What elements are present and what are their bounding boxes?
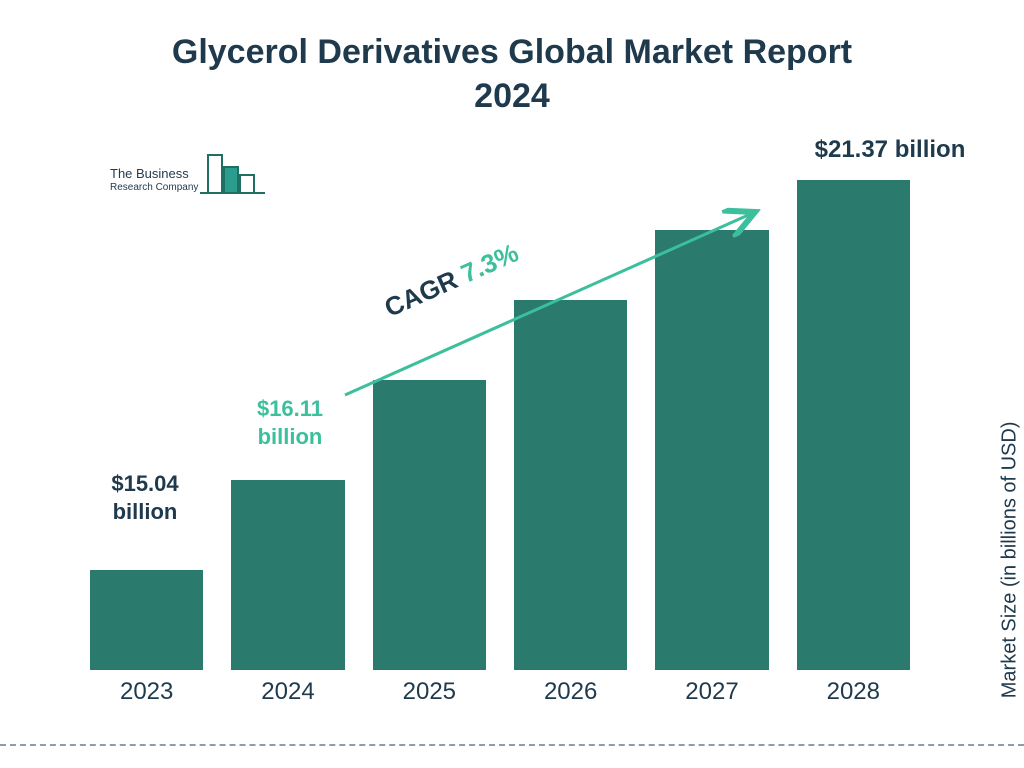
bar-2023 [90, 570, 203, 670]
x-label-2026: 2026 [514, 678, 627, 706]
chart-title: Glycerol Derivatives Global Market Repor… [0, 30, 1024, 118]
value-label-2024: $16.11 billion [225, 395, 355, 450]
value-label-2023: $15.04 billion [80, 470, 210, 525]
x-axis-labels: 2023 2024 2025 2026 2027 2028 [90, 678, 910, 706]
bar-2028 [797, 180, 910, 670]
bar-2026 [514, 300, 627, 670]
x-label-2028: 2028 [797, 678, 910, 706]
bar-2024 [231, 480, 344, 670]
bottom-divider [0, 744, 1024, 746]
x-label-2023: 2023 [90, 678, 203, 706]
bar-2027 [655, 230, 768, 670]
title-line-1: Glycerol Derivatives Global Market Repor… [172, 33, 852, 71]
y-axis-label: Market Size (in billions of USD) [999, 422, 1022, 699]
x-label-2024: 2024 [231, 678, 344, 706]
title-line-2: 2024 [474, 77, 550, 115]
bar-2025 [373, 380, 486, 670]
value-label-2028: $21.37 billion [800, 135, 980, 165]
x-label-2025: 2025 [373, 678, 486, 706]
x-label-2027: 2027 [655, 678, 768, 706]
